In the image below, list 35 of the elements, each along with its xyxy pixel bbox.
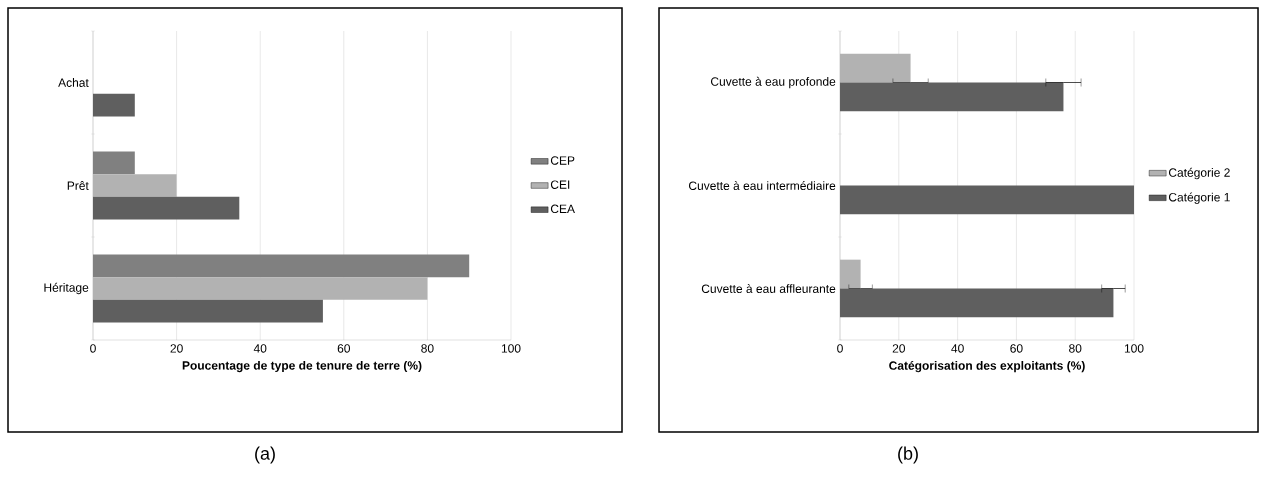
x-axis-title: Catégorisation des exploitants (%) bbox=[889, 360, 1085, 373]
legend-label: CEP bbox=[550, 156, 575, 165]
y-tick-label: Cuvette à eau intermédiaire bbox=[689, 181, 836, 190]
x-tick-label: 100 bbox=[1124, 344, 1144, 353]
x-tick-label: 80 bbox=[421, 344, 434, 353]
legend-label: Catégorie 1 bbox=[1168, 192, 1230, 204]
text: (b) bbox=[898, 446, 918, 464]
bar bbox=[840, 82, 1064, 112]
x-tick-label: 100 bbox=[501, 344, 521, 353]
y-tick-label: Achat bbox=[58, 78, 89, 87]
x-tick-label: 80 bbox=[1069, 344, 1082, 353]
x-tick-label: 40 bbox=[253, 344, 267, 353]
y-tick-label: Héritage bbox=[44, 282, 89, 295]
bar bbox=[840, 185, 1135, 215]
legend-label: CEI bbox=[550, 180, 570, 189]
x-tick-label: 20 bbox=[892, 344, 906, 353]
x-tick-label: 0 bbox=[837, 344, 843, 353]
bar bbox=[93, 93, 135, 117]
bar bbox=[93, 254, 470, 278]
x-axis-title: Poucentage de type de tenure de terre (%) bbox=[182, 360, 422, 373]
x-tick-label: 60 bbox=[337, 344, 351, 353]
x-tick-label: 60 bbox=[1010, 344, 1023, 353]
x-tick-label: 0 bbox=[90, 344, 96, 353]
bar bbox=[93, 151, 135, 175]
y-tick-label: Cuvette à eau affleurante bbox=[701, 284, 836, 293]
legend-label: CEA bbox=[550, 204, 575, 214]
bar bbox=[93, 299, 323, 323]
bar bbox=[93, 196, 240, 220]
legend-label: Catégorie 2 bbox=[1168, 167, 1230, 180]
x-tick-label: 40 bbox=[951, 344, 964, 353]
text: (a) bbox=[255, 446, 275, 464]
bar bbox=[840, 288, 1114, 318]
y-tick-label: Cuvette à eau profonde bbox=[710, 76, 836, 89]
y-tick-label: Prêt bbox=[67, 181, 89, 190]
x-tick-label: 20 bbox=[170, 344, 183, 353]
